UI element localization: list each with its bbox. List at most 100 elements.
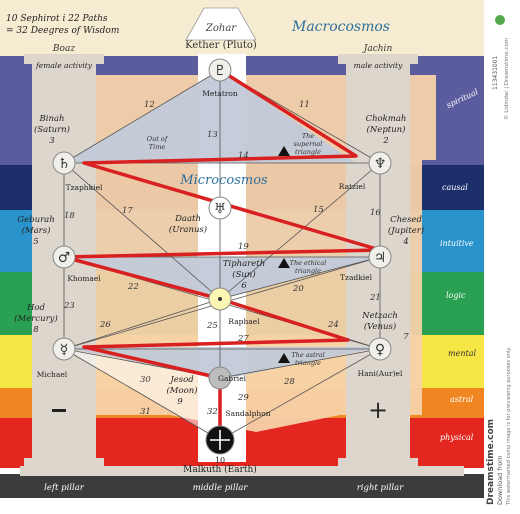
angel-labels: Metatron Tzaphkiel Ratziel Khomael Tzadk…	[37, 89, 403, 418]
caption-line-2: = 32 Deegres of Wisdom	[6, 26, 119, 36]
path-numbers: 11 12 13 14 15 16 17 18 19 20 21 22 23 2…	[63, 100, 381, 417]
tiphareth-number: 6	[241, 281, 247, 291]
boaz-label: Boaz	[52, 44, 75, 54]
path-number: 18	[64, 211, 75, 221]
supernal-label-1: The	[302, 132, 315, 140]
astral-triangle-icon	[278, 353, 290, 363]
path-number: 19	[238, 242, 249, 252]
base-strip	[0, 474, 484, 498]
chokmah-planet: (Neptun)	[367, 124, 406, 135]
malkuth-name: Malkuth (Earth)	[183, 464, 257, 475]
path-number: 30	[140, 375, 151, 385]
jachin-label: Jachin	[362, 44, 393, 54]
middle-pillar-label: middle pillar	[193, 483, 249, 493]
sephirot-nodes: ♇ ♄ ♆ ♅ ♂ ♃ ☿ ♀	[52, 58, 392, 455]
angel-metatron: Metatron	[202, 89, 238, 98]
chesed-name: Chesed	[390, 215, 422, 225]
path-number: 26	[99, 320, 111, 330]
angel-khomael: Khomael	[67, 274, 101, 283]
band-label-astral: astral	[450, 395, 474, 404]
geburah-number: 5	[33, 237, 38, 247]
netzach-node	[368, 337, 392, 361]
geburah-name: Geburah	[17, 215, 54, 225]
angel-ratziel: Ratziel	[339, 182, 366, 191]
astral-label-2: triangle	[295, 359, 321, 367]
stock-site: Dreamstime.com	[486, 419, 496, 505]
path-number: 25	[206, 321, 218, 331]
left-base	[24, 458, 104, 466]
supernal-label-2: supernal	[294, 140, 323, 148]
upper-triangle	[64, 70, 356, 163]
path-number: 31	[140, 407, 151, 417]
path-number: 11	[299, 100, 310, 110]
tiphareth-name: Tiphareth	[223, 259, 265, 269]
daath-planet: (Uranus)	[169, 224, 207, 235]
ethical-triangle-area	[64, 257, 380, 299]
kether-label: Kether (Pluto)	[185, 40, 257, 51]
right-capital	[338, 54, 418, 64]
band-label-logic: logic	[446, 291, 466, 300]
dreamstime-logo-icon	[495, 15, 505, 25]
ethical-label-1: The ethical	[290, 259, 327, 267]
jupiter-icon: ♃	[374, 250, 387, 266]
plus-sign: +	[368, 396, 388, 424]
band-label-causal: causal	[442, 183, 468, 192]
venus-icon: ♀	[375, 342, 385, 358]
jesod-node	[208, 366, 232, 390]
caption-line-1: 10 Sephirot i 22 Paths	[6, 14, 108, 24]
path-number: 32	[207, 407, 218, 417]
out-of-time-line-2: Time	[149, 143, 166, 151]
geburah-node	[52, 245, 76, 269]
angel-tzaphkiel: Tzaphkiel	[66, 183, 103, 192]
saturn-icon: ♄	[58, 156, 71, 172]
sun-icon	[218, 297, 222, 301]
netzach-number: 7	[403, 332, 409, 342]
stock-from: Download from	[496, 455, 504, 505]
netzach-name: Netzach	[361, 311, 398, 321]
neptune-icon: ♆	[374, 156, 387, 172]
netzach-planet: (Venus)	[364, 321, 396, 332]
band-label-mental: mental	[448, 349, 476, 358]
path-number: 16	[370, 208, 381, 218]
path-number: 21	[369, 293, 381, 303]
binah-name: Binah	[39, 114, 65, 124]
path-number: 22	[127, 282, 139, 292]
path-number: 29	[237, 393, 249, 403]
binah-node	[52, 151, 76, 175]
lightning-flash	[62, 68, 382, 436]
macrocosmos-title: Macrocosmos	[291, 19, 390, 35]
supernal-triangle-icon	[278, 146, 290, 156]
hod-planet: (Mercury)	[14, 313, 58, 324]
jesod-name: Jesod	[168, 375, 194, 385]
path-number: 23	[63, 301, 75, 311]
angel-sandalphon: Sandalphon	[225, 409, 270, 418]
mercury-icon: ☿	[60, 342, 69, 358]
supernal-label-3: triangle	[295, 148, 321, 156]
band-label-physical: physical	[440, 433, 474, 442]
zohar-mountain	[185, 7, 257, 41]
chokmah-node	[368, 151, 392, 175]
path-number: 12	[144, 100, 155, 110]
stock-note: This watermarked comp image is for previ…	[506, 346, 512, 506]
right-base	[338, 458, 418, 466]
stock-id: 113431001	[492, 55, 499, 90]
geburah-planet: (Mars)	[22, 225, 51, 236]
path-number: 27	[237, 334, 249, 344]
jesod-planet: (Moon)	[166, 385, 197, 396]
angel-raphael: Raphael	[228, 317, 260, 326]
ethical-label-2: triangle	[295, 267, 321, 275]
right-pillar-label: right pillar	[357, 483, 404, 493]
mars-icon: ♂	[58, 250, 71, 266]
daath-name: Daath	[174, 214, 201, 224]
daath-node	[208, 196, 232, 220]
band-label-intuitive: intuitive	[440, 239, 474, 248]
path-number: 15	[313, 205, 324, 215]
astral-label-1: The astral	[291, 351, 324, 359]
left-pillar-label: left pillar	[44, 483, 85, 493]
astral-triangle-area	[64, 347, 380, 380]
out-of-time-line-1: Out of	[147, 135, 169, 143]
uranus-icon: ♅	[214, 201, 227, 217]
kether-node	[208, 58, 232, 82]
chesed-number: 4	[402, 237, 408, 247]
